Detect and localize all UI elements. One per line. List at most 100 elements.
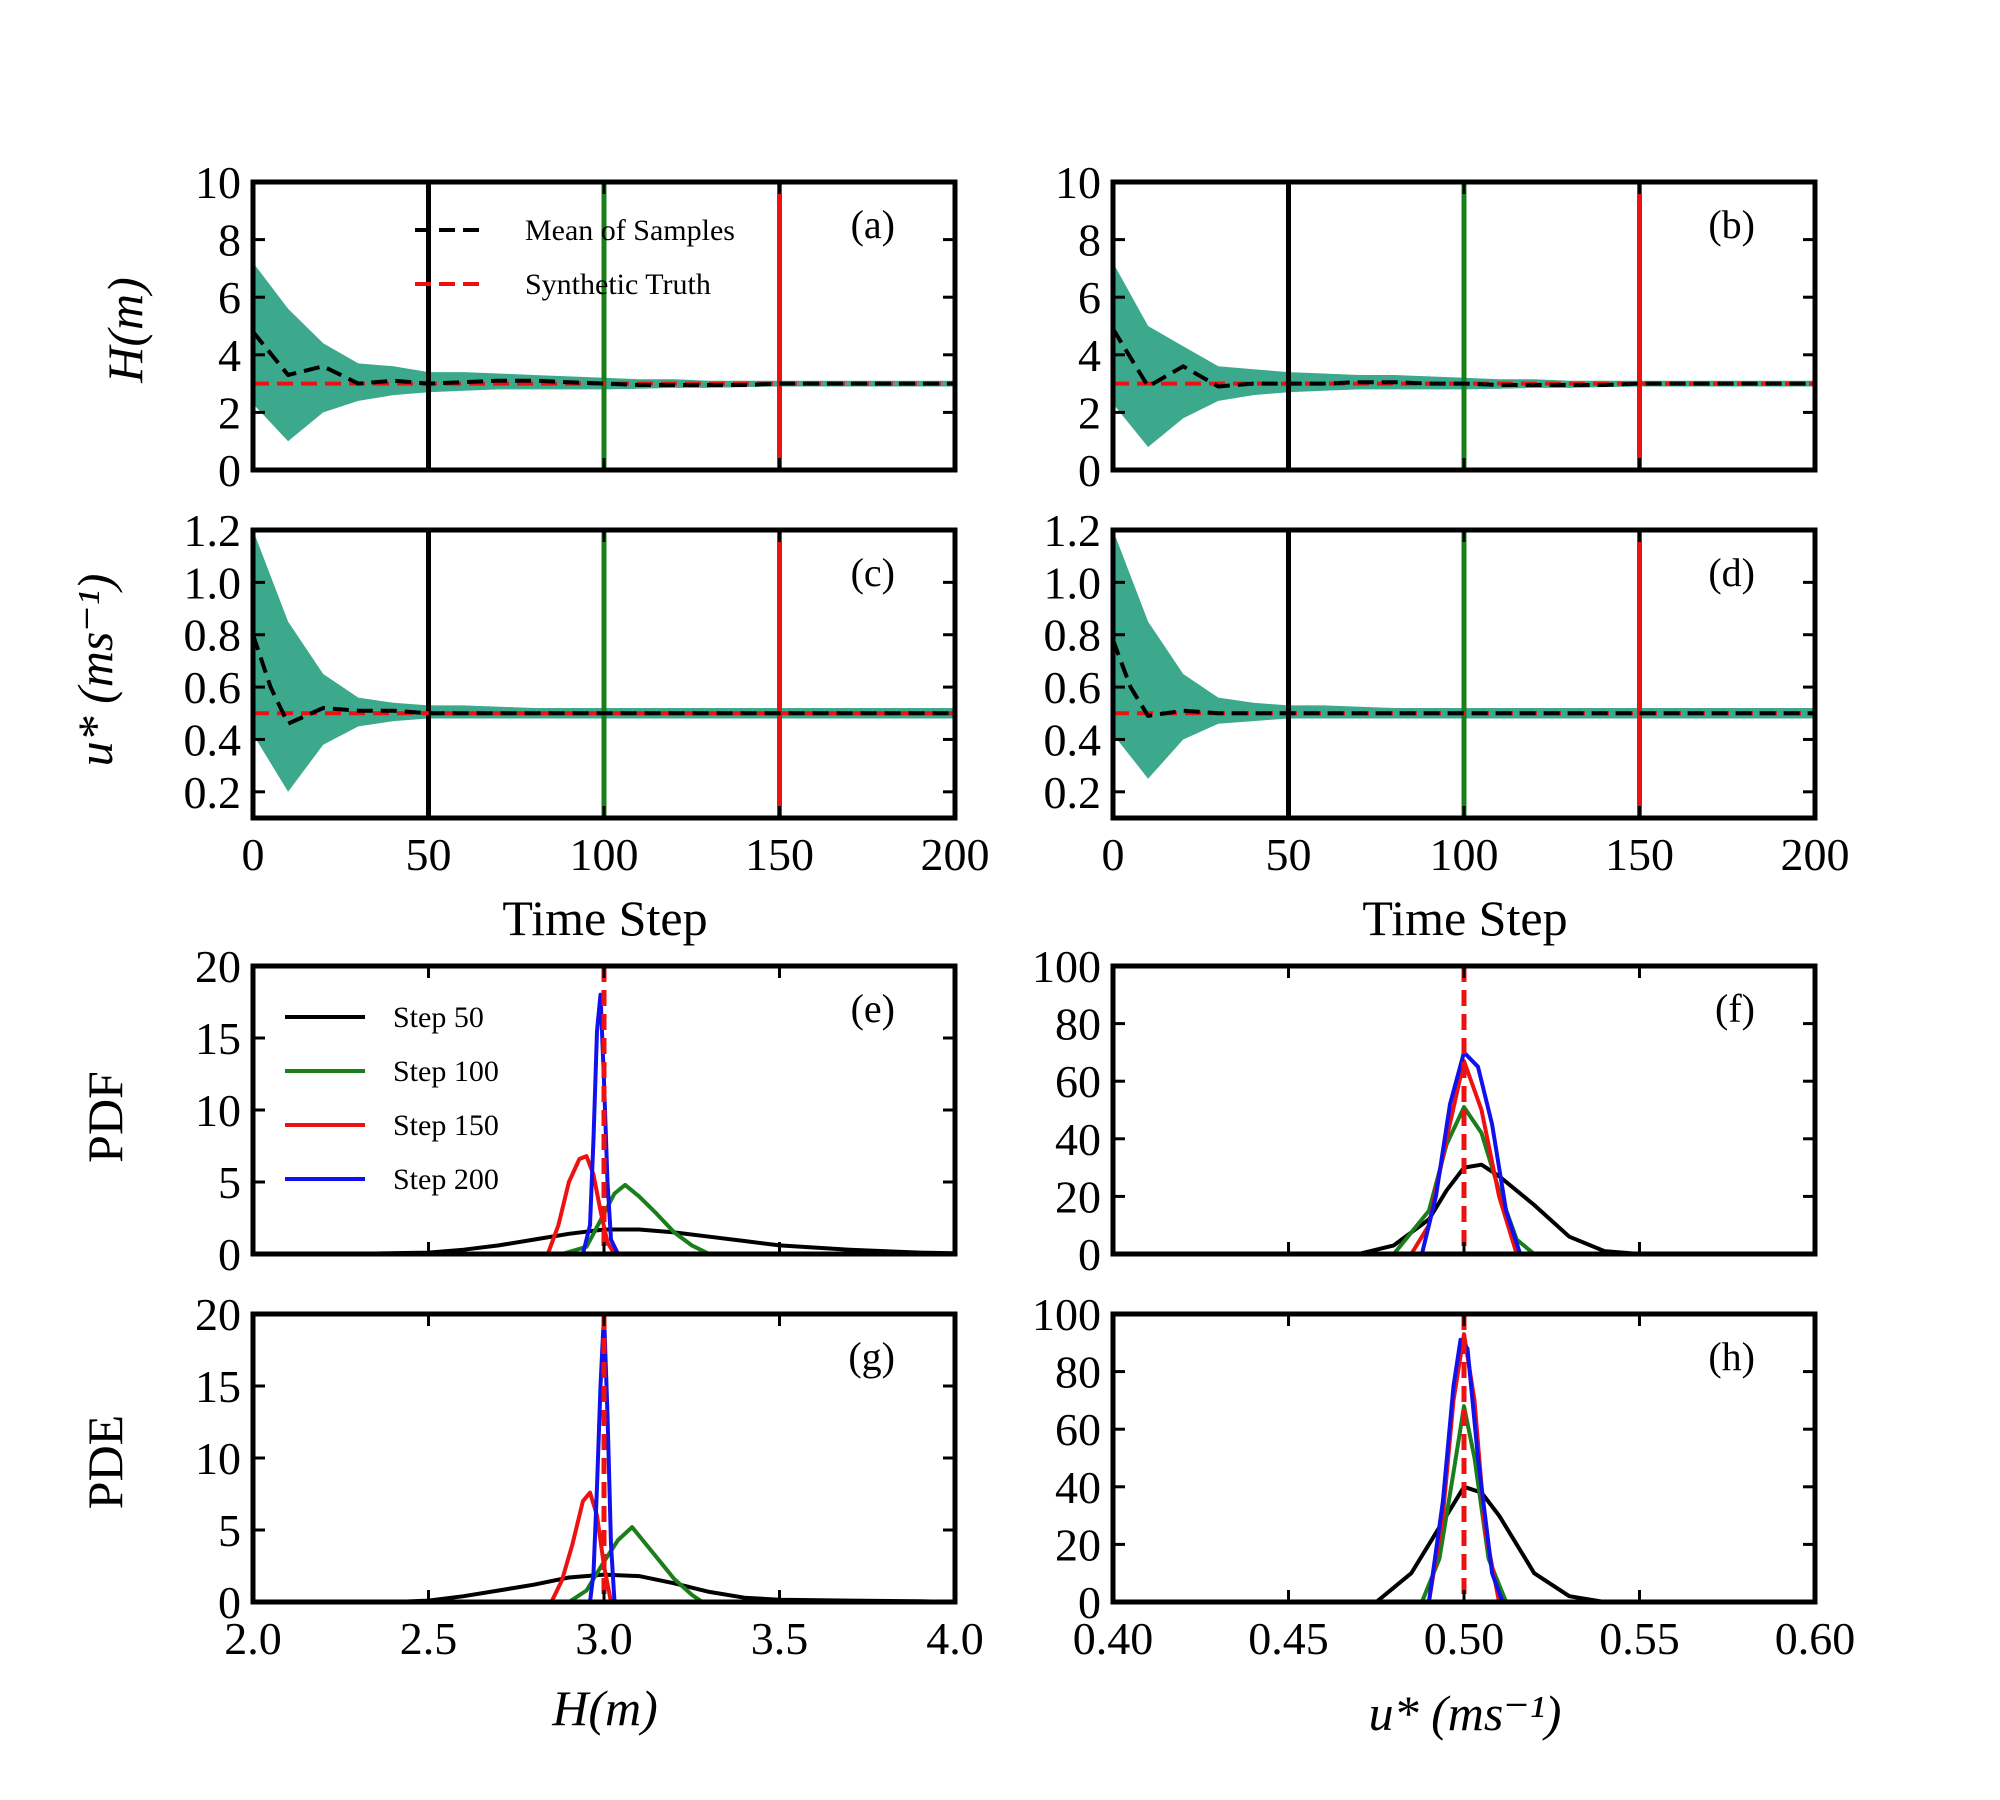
xtick-label: 0.40 — [1073, 1613, 1154, 1664]
ytick-label: 10 — [195, 1433, 241, 1484]
ytick-label: 0.8 — [1044, 610, 1102, 661]
xtick-label: 200 — [1781, 829, 1850, 880]
panel-a: 0 2 4 6 8 10 (a) — [195, 157, 958, 496]
ytick-label: 10 — [1055, 157, 1101, 208]
ytick-label: 100 — [1032, 1289, 1101, 1340]
xlabel-u: u* (ms⁻¹) — [1369, 1685, 1562, 1741]
ytick-label: 4 — [1078, 330, 1101, 381]
legend-mean-label: Mean of Samples — [525, 214, 735, 247]
panel-g: 0 5 10 15 20 2.0 2.5 3.0 3.5 4.0 (g) — [195, 1289, 984, 1664]
ytick-label: 8 — [218, 215, 241, 266]
xtick-label: 50 — [1266, 829, 1312, 880]
ytick-label: 0.6 — [184, 662, 242, 713]
ytick-label: 15 — [195, 1361, 241, 1412]
panel-label-f: (f) — [1715, 986, 1755, 1031]
ytick-label: 5 — [218, 1505, 241, 1556]
ytick-label: 0.2 — [184, 767, 242, 818]
mean-of-samples-line — [1113, 327, 1815, 389]
pdf-curve-step200 — [580, 992, 620, 1254]
ytick-label: 8 — [1078, 215, 1101, 266]
ytick-label: 2 — [1078, 387, 1101, 438]
plot-area — [1113, 530, 1815, 818]
ytick-label: 0.4 — [184, 714, 242, 765]
ytick-label: 1.0 — [184, 557, 242, 608]
legend-ab: Mean of Samples Synthetic Truth — [415, 214, 735, 301]
ytick-label: 1.2 — [184, 505, 242, 556]
ytick-label: 40 — [1055, 1114, 1101, 1165]
ytick-label: 6 — [218, 272, 241, 323]
ytick-label: 0.2 — [1044, 767, 1102, 818]
xlabel-time-right: Time Step — [1362, 890, 1567, 946]
xtick-label: 0.55 — [1599, 1613, 1680, 1664]
xtick-label: 0.45 — [1248, 1613, 1329, 1664]
ytick-label: 20 — [195, 1289, 241, 1340]
plot-area — [253, 966, 955, 1254]
pdf-curve-step200 — [1419, 1050, 1523, 1254]
ytick-label: 10 — [195, 157, 241, 208]
ylabel-H: H(m) — [97, 277, 153, 384]
xlabel-H: H(m) — [551, 1680, 658, 1736]
ytick-label: 80 — [1055, 999, 1101, 1050]
ytick-label: 2 — [218, 387, 241, 438]
ytick-label: 60 — [1055, 1404, 1101, 1455]
ytick-label: 20 — [1055, 1519, 1101, 1570]
ytick-label: 40 — [1055, 1462, 1101, 1513]
ytick-label: 5 — [218, 1157, 241, 1208]
ytick-label: 0.8 — [184, 610, 242, 661]
ylabel-pdf: PDF — [77, 1071, 133, 1163]
ytick-label: 0 — [218, 1577, 241, 1628]
ytick-label: 0 — [1078, 445, 1101, 496]
plot-area — [1358, 966, 1640, 1254]
ylabel-pde: PDE — [77, 1415, 133, 1509]
ytick-label: 0 — [218, 445, 241, 496]
legend-step100-label: Step 100 — [393, 1055, 499, 1088]
panel-label-b: (b) — [1708, 202, 1755, 247]
ytick-label: 10 — [195, 1085, 241, 1136]
panel-d: 0.20.40.60.81.01.2 0 50 100 150 200 (d) — [1044, 505, 1850, 880]
ytick-label: 60 — [1055, 1056, 1101, 1107]
pdf-curve-step100 — [567, 1525, 704, 1602]
panel-label-h: (h) — [1708, 1334, 1755, 1379]
legend-steps: Step 50 Step 100 Step 150 Step 200 — [285, 1001, 499, 1196]
xtick-label: 2.5 — [400, 1613, 458, 1664]
plot-area — [253, 530, 955, 818]
ytick-label: 0.4 — [1044, 714, 1102, 765]
xtick-label: 3.0 — [575, 1613, 633, 1664]
legend-step50-label: Step 50 — [393, 1001, 484, 1034]
panel-c: 0.20.40.60.81.01.2 0 50 100 150 200 (c) — [184, 505, 990, 880]
ytick-label: 6 — [1078, 272, 1101, 323]
ytick-label: 15 — [195, 1013, 241, 1064]
ytick-label: 20 — [195, 941, 241, 992]
ylabel-u: u* (ms⁻¹) — [67, 574, 123, 767]
xtick-label: 3.5 — [751, 1613, 809, 1664]
ytick-label: 80 — [1055, 1347, 1101, 1398]
ytick-label: 0 — [218, 1229, 241, 1280]
xtick-label: 0 — [1102, 829, 1125, 880]
xtick-label: 150 — [1605, 829, 1674, 880]
ytick-label: 1.0 — [1044, 557, 1102, 608]
xtick-label: 50 — [406, 829, 452, 880]
xtick-label: 2.0 — [224, 1613, 282, 1664]
pdf-curve-step50 — [253, 1227, 955, 1254]
panel-f: 0 20 40 60 80 100 (f) — [1032, 941, 1818, 1280]
ytick-label: 0.6 — [1044, 662, 1102, 713]
mean-of-samples-line — [253, 634, 955, 726]
panel-label-g: (g) — [848, 1334, 895, 1379]
xtick-label: 100 — [570, 829, 639, 880]
ytick-label: 100 — [1032, 941, 1101, 992]
plot-area — [1375, 1314, 1605, 1602]
legend-step200-label: Step 200 — [393, 1163, 499, 1196]
xtick-label: 0 — [242, 829, 265, 880]
panel-e: 0 5 10 15 20 (e) — [195, 941, 958, 1280]
xtick-label: 150 — [745, 829, 814, 880]
panel-h: 0 20 40 60 80 100 0.40 0.45 0.50 0.55 0.60 (h) — [1032, 1289, 1855, 1664]
xlabel-time-left: Time Step — [502, 890, 707, 946]
ytick-label: 1.2 — [1044, 505, 1102, 556]
xtick-label: 0.50 — [1424, 1613, 1505, 1664]
plot-area — [253, 182, 955, 470]
ytick-label: 4 — [218, 330, 241, 381]
plot-area — [1113, 182, 1815, 470]
xtick-label: 200 — [921, 829, 990, 880]
panel-label-e: (e) — [851, 986, 895, 1031]
